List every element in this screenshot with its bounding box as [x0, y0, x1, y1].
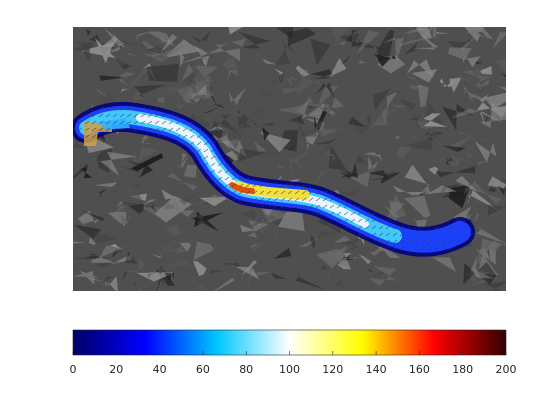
colorbar-tick-label: 20 [109, 363, 123, 376]
colorbar-tick-label: 0 [70, 363, 77, 376]
colorbar-tick-label: 160 [409, 363, 430, 376]
velocity-overlay [73, 101, 475, 257]
colorbar: 0 20 40 60 80 100 120 140 160 180 200 [70, 329, 517, 376]
satellite-image [64, 27, 518, 298]
colorbar-tick-label: 60 [196, 363, 210, 376]
terrain-patch [64, 128, 71, 140]
colorbar-tick-label: 200 [496, 363, 517, 376]
velocity-arrows [73, 103, 473, 255]
colorbar-tick-label: 140 [366, 363, 387, 376]
colorbar-gradient [72, 329, 507, 356]
colorbar-tick-label: 80 [239, 363, 253, 376]
colorbar-tick-label: 100 [279, 363, 300, 376]
terrain-patch [505, 275, 518, 298]
colorbar-tick-label: 180 [452, 363, 473, 376]
colorbar-tick-label: 40 [153, 363, 167, 376]
colorbar-tick-label: 120 [322, 363, 343, 376]
